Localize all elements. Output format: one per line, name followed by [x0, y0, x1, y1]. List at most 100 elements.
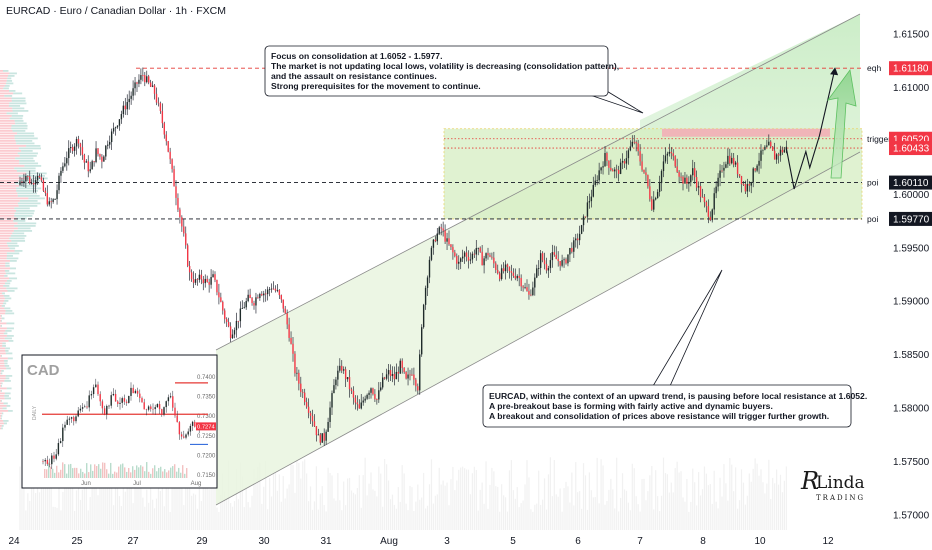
candle-body — [229, 326, 232, 339]
volume-bar — [448, 505, 450, 530]
candle-body — [779, 149, 782, 156]
candle-body — [81, 147, 84, 155]
volume-bar — [255, 477, 257, 530]
candle-body — [399, 360, 401, 374]
candle-body — [148, 76, 150, 83]
profile-bar-sell — [0, 125, 12, 127]
profile-bar-sell — [0, 77, 8, 80]
volume-bar — [173, 476, 175, 530]
profile-bar-buy — [9, 117, 23, 120]
volume-bar — [754, 458, 756, 530]
inset-candle-body — [114, 393, 117, 402]
candle-body — [561, 260, 563, 266]
candle-body — [181, 217, 183, 227]
candle-body — [66, 158, 68, 164]
profile-bar-buy — [4, 270, 10, 272]
candle-body — [742, 184, 745, 185]
profile-bar-buy — [11, 125, 28, 127]
candle-body — [167, 141, 169, 152]
channel-lower-line[interactable] — [215, 151, 861, 506]
volume-bar — [569, 502, 571, 530]
inset-volume-bar — [134, 469, 136, 478]
candle-body — [577, 238, 579, 241]
profile-bar-buy — [28, 197, 45, 200]
candle-body — [411, 374, 413, 376]
profile-bar-sell — [0, 360, 4, 362]
profile-bar-sell — [0, 190, 17, 192]
volume-bar — [317, 509, 319, 530]
volume-bar — [409, 485, 411, 530]
profile-bar-sell — [0, 270, 5, 272]
candle-body — [272, 288, 275, 290]
candle-body — [454, 252, 456, 257]
candle-body — [294, 353, 296, 374]
profile-bar-sell — [0, 390, 1, 392]
candle-body — [222, 301, 224, 311]
volume-bar — [579, 491, 581, 530]
volume-bar — [265, 461, 267, 530]
candle-body — [534, 277, 536, 288]
candle-body — [590, 196, 593, 202]
candle-body — [766, 145, 768, 147]
profile-bar-sell — [0, 282, 5, 285]
volume-bar — [524, 484, 526, 530]
candle-body — [331, 393, 333, 408]
volume-bar — [415, 501, 417, 530]
inset-candle-body — [141, 398, 143, 403]
profile-bar-buy — [6, 287, 18, 290]
time-tick: Aug — [380, 536, 398, 547]
volume-bar — [629, 510, 631, 530]
profile-bar-buy — [14, 135, 35, 137]
candle-body — [56, 190, 58, 200]
profile-bar-buy — [18, 147, 42, 150]
candle-body — [216, 280, 218, 293]
candle-body — [516, 275, 518, 279]
inset-candle-body — [172, 396, 174, 408]
volume-bar — [72, 480, 74, 530]
level-label-eqh: eqh — [867, 63, 881, 73]
profile-bar-sell — [0, 222, 18, 225]
inset-volume-bar — [102, 462, 104, 478]
candle-body — [692, 168, 694, 176]
candle-body — [40, 177, 43, 181]
volume-bar — [779, 474, 782, 530]
bottom-note[interactable]: EURCAD, within the context of an upward … — [482, 384, 867, 428]
volume-bar — [206, 466, 208, 530]
channel-upper-line[interactable] — [215, 13, 861, 351]
candle-body — [764, 146, 766, 150]
profile-bar-sell — [0, 187, 17, 190]
inset-candle-body — [174, 407, 176, 416]
candle-body — [159, 103, 162, 111]
profile-bar-buy — [2, 407, 7, 410]
volume-bar — [335, 500, 337, 530]
volume-bar — [391, 494, 394, 530]
profile-bar-buy — [10, 235, 27, 237]
level-tag-current — [889, 141, 932, 156]
profile-bar-sell — [0, 352, 6, 355]
volume-bar — [210, 476, 212, 530]
volume-bar — [477, 510, 479, 530]
time-axis[interactable]: 24 25 27 29 30 31 Aug 3 5 6 7 8 10 12 — [8, 536, 834, 547]
candle-body — [655, 198, 657, 200]
candle-body — [58, 175, 60, 191]
candle-body — [721, 170, 723, 172]
volume-bar — [75, 490, 78, 530]
price-axis[interactable]: 1.615001.610001.605001.600001.595001.590… — [893, 30, 930, 522]
candle-body — [664, 155, 667, 162]
profile-bar-buy — [15, 140, 33, 142]
candle-body — [202, 279, 204, 284]
profile-bar-sell — [0, 425, 2, 427]
volume-bar — [518, 507, 520, 530]
top-note[interactable]: Focus on consolidation at 1.6052 - 1.597… — [264, 45, 619, 97]
profile-bar-buy — [5, 377, 10, 380]
inset-volume-bar — [76, 467, 78, 478]
inset-chart-cad[interactable]: CAD DAILY 0.7400 0.7350 0.7300 0.7250 0.7200… — [21, 354, 218, 489]
candle-body — [744, 184, 747, 192]
candle-body — [616, 169, 618, 171]
inset-volume-bar — [176, 471, 178, 478]
candle-body — [510, 271, 513, 273]
inset-candle-body — [165, 401, 167, 408]
candle-body — [107, 144, 109, 146]
profile-bar-buy — [5, 272, 16, 275]
